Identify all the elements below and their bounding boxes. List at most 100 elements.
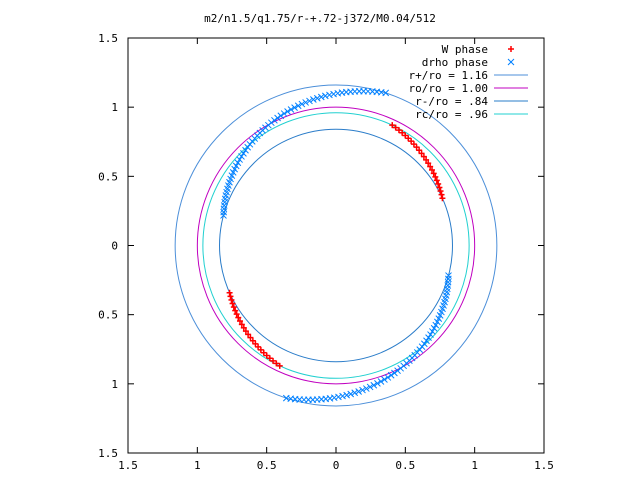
point-plus xyxy=(405,135,412,142)
legend-label: ro/ro = 1.00 xyxy=(409,82,488,95)
point-x xyxy=(384,374,392,381)
reference-circles xyxy=(174,84,498,407)
point-plus xyxy=(425,160,432,167)
point-plus xyxy=(260,349,267,356)
point-plus xyxy=(399,129,406,136)
point-plus xyxy=(423,156,430,163)
point-plus xyxy=(427,163,434,170)
point-x xyxy=(238,153,245,160)
point-plus xyxy=(270,357,277,364)
point-plus xyxy=(418,150,425,157)
point-x xyxy=(282,394,290,402)
point-x xyxy=(430,324,438,332)
point-plus xyxy=(435,180,442,187)
y-tick-label: 1 xyxy=(111,101,118,114)
point-x xyxy=(432,321,440,329)
point-x xyxy=(433,318,441,326)
point-plus xyxy=(240,324,247,331)
point-x xyxy=(445,272,452,279)
point-plus xyxy=(395,127,402,134)
y-tick-label: 0.5 xyxy=(98,170,118,183)
point-plus xyxy=(249,337,256,344)
point-x xyxy=(374,380,381,387)
point-plus xyxy=(235,314,242,321)
legend-label: drho phase xyxy=(422,56,488,69)
point-plus xyxy=(257,346,264,353)
point-x xyxy=(387,371,395,379)
circle-r xyxy=(196,106,476,385)
point-plus xyxy=(226,289,233,296)
legend-label: W phase xyxy=(442,43,488,56)
chart-title: m2/n1.5/q1.75/r-+.72-j372/M0.04/512 xyxy=(204,12,436,25)
x-tick-label: 1 xyxy=(194,459,201,472)
point-x xyxy=(280,110,288,117)
x-tick-label: 1.5 xyxy=(118,459,138,472)
axis-ticks: 1.5 1 0.5 0 0.5 1 1.51.510.500.511.5 xyxy=(98,32,554,472)
x-tick-label: 0.5 xyxy=(257,459,277,472)
point-plus xyxy=(255,343,262,350)
point-plus xyxy=(227,293,234,300)
point-plus xyxy=(408,138,415,145)
point-plus xyxy=(233,311,240,318)
x-tick-label: 0 xyxy=(333,459,340,472)
y-tick-label: 1 xyxy=(111,378,118,391)
point-plus xyxy=(433,177,440,184)
x-tick-label: 0.5 xyxy=(395,459,415,472)
point-plus xyxy=(266,355,273,362)
point-x xyxy=(310,96,317,103)
circle-r xyxy=(202,112,470,379)
point-x xyxy=(240,149,247,157)
point-x xyxy=(294,102,302,110)
point-x xyxy=(427,331,434,338)
point-x xyxy=(351,389,359,397)
point-x xyxy=(370,381,378,389)
point-plus xyxy=(228,296,235,303)
point-x xyxy=(298,100,306,108)
circle-r xyxy=(219,128,453,363)
point-x xyxy=(302,99,310,106)
point-plus xyxy=(402,132,409,139)
data-points xyxy=(220,87,452,404)
point-x xyxy=(242,146,249,154)
x-tick-label: 1.5 xyxy=(534,459,554,472)
point-plus xyxy=(389,122,396,129)
y-tick-label: 1.5 xyxy=(98,447,118,460)
point-plus xyxy=(245,331,252,338)
y-tick-label: 0 xyxy=(111,240,118,253)
point-plus xyxy=(432,173,439,180)
legend-label: rc/ro = .96 xyxy=(415,108,488,121)
point-x xyxy=(359,386,366,394)
point-x xyxy=(347,390,355,398)
point-plus xyxy=(410,141,417,148)
point-plus xyxy=(273,360,280,367)
legend-label: r-/ro = .84 xyxy=(415,95,488,108)
point-x xyxy=(362,385,370,392)
point-plus xyxy=(429,166,436,173)
point-x xyxy=(423,337,430,345)
point-plus xyxy=(238,321,245,328)
legend-label: r+/ro = 1.16 xyxy=(409,69,488,82)
point-x xyxy=(231,165,239,173)
point-x xyxy=(355,388,362,395)
y-tick-label: 1.5 xyxy=(98,32,118,45)
point-x xyxy=(339,392,346,400)
legend-marker-x xyxy=(507,58,515,66)
point-x xyxy=(394,367,401,375)
point-plus xyxy=(252,340,259,347)
x-tick-label: 1 xyxy=(471,459,478,472)
point-x xyxy=(366,383,374,391)
point-x xyxy=(287,106,295,113)
point-plus xyxy=(436,184,443,191)
point-x xyxy=(291,104,298,111)
point-x xyxy=(377,378,385,385)
point-x xyxy=(232,162,240,170)
point-x xyxy=(330,90,337,98)
point-plus xyxy=(392,124,399,131)
point-plus xyxy=(229,300,236,307)
point-x xyxy=(321,92,329,100)
point-x xyxy=(317,93,325,101)
point-x xyxy=(277,112,285,120)
point-x xyxy=(343,391,351,399)
